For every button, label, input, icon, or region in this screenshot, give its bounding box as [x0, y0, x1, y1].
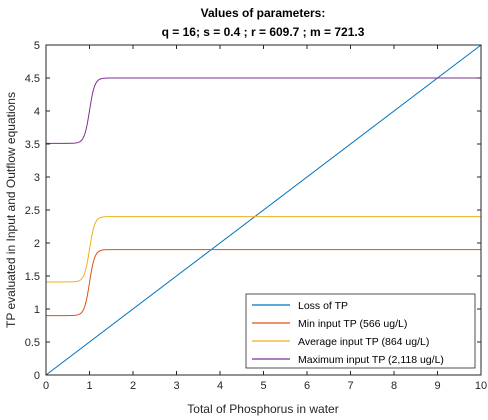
legend: Loss of TP Min input TP (566 ug/L) Average… [245, 293, 476, 369]
y-tick-label: 2 [34, 238, 40, 250]
series-line-1 [45, 44, 482, 376]
legend-label-3: Average input TP (864 ug/L) [298, 336, 429, 348]
series-line-2 [46, 249, 481, 317]
x-tick-label: 3 [173, 380, 179, 392]
y-tick-label: 4.5 [25, 73, 40, 85]
x-tick-label: 8 [391, 380, 397, 392]
x-tick-label: 1 [86, 380, 92, 392]
y-axis: 0 0.5 1 1.5 2 2.5 3 3.5 4 4.5 5 [25, 40, 481, 382]
y-tick-label: 3.5 [25, 139, 40, 151]
legend-items: Loss of TP Min input TP (566 ug/L) Average… [252, 300, 444, 366]
legend-label-1: Loss of TP [298, 300, 348, 312]
y-tick-label: 0 [34, 370, 40, 382]
x-tick-label: 6 [304, 380, 310, 392]
y-tick-label: 3 [34, 172, 40, 184]
y-tick-label: 4 [34, 106, 40, 118]
y-tick-label: 1 [34, 304, 40, 316]
y-tick-label: 5 [34, 40, 40, 52]
x-tick-label: 0 [43, 380, 49, 392]
x-tick-label: 2 [130, 380, 136, 392]
y-axis-label: TP evaluated in Input and Outflow equati… [4, 92, 18, 328]
y-tick-label: 2.5 [25, 205, 40, 217]
chart-title: Values of parameters: [201, 6, 326, 20]
legend-label-2: Min input TP (566 ug/L) [298, 318, 407, 330]
y-tick-label: 0.5 [25, 337, 40, 349]
x-tick-label: 4 [217, 380, 223, 392]
x-tick-label: 5 [260, 380, 266, 392]
x-tick-label: 10 [475, 380, 487, 392]
series-line-4 [46, 77, 481, 144]
legend-label-4: Maximum input TP (2,118 ug/L) [298, 354, 444, 366]
chart-subtitle: q = 16; s = 0.4 ; r = 609.7 ; m = 721.3 [162, 25, 365, 39]
x-axis: 0 1 2 3 4 5 6 7 8 9 10 [43, 45, 487, 392]
x-tick-label: 7 [347, 380, 353, 392]
x-tick-label: 9 [434, 380, 440, 392]
legend-box [245, 293, 476, 369]
y-tick-label: 1.5 [25, 271, 40, 283]
series-line-3 [46, 216, 481, 283]
series-layer [45, 44, 482, 376]
x-axis-label: Total of Phosphorus in water [187, 402, 338, 416]
